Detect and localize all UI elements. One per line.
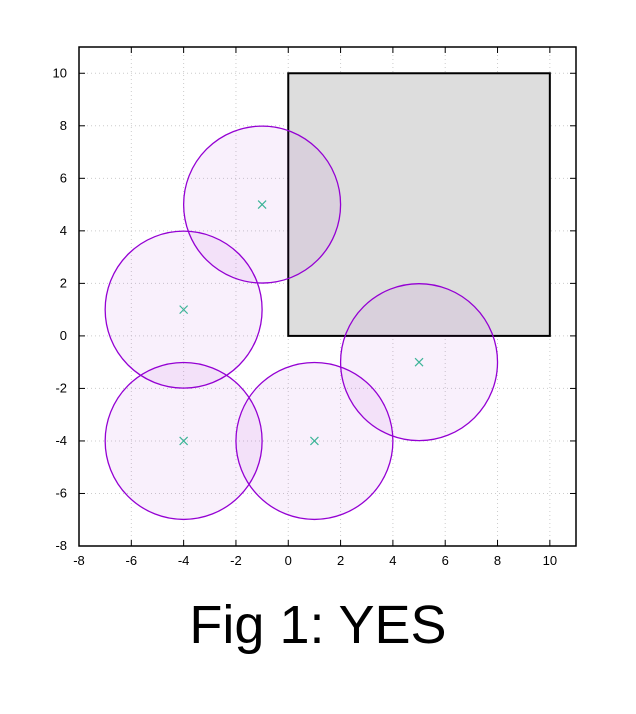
plot-frame (78, 46, 577, 547)
y-tick-label: -6 (55, 485, 67, 500)
y-tick-label: 6 (60, 170, 67, 185)
y-tick-label: 4 (60, 223, 67, 238)
x-tick-label: 2 (337, 553, 344, 568)
y-tick-label: 2 (60, 275, 67, 290)
x-tick-label: -6 (126, 553, 138, 568)
x-tick-label: 10 (543, 553, 557, 568)
x-tick-label: -4 (178, 553, 190, 568)
x-tick-label: 6 (442, 553, 449, 568)
center-marker (309, 436, 319, 446)
y-tick-label: -2 (55, 380, 67, 395)
x-tick-label: -8 (73, 553, 85, 568)
center-marker (257, 200, 267, 210)
tick-labels: -8 -6 -4 -2 0 2 4 6 8 10 -8 -6 -4 -2 0 2 4 6 8 10 (53, 65, 558, 568)
y-tick-label: -8 (55, 538, 67, 553)
center-marker (414, 357, 424, 367)
center-marker-stroke (179, 436, 189, 446)
center-marker (179, 305, 189, 315)
center-marker-stroke (179, 305, 189, 315)
center-marker (179, 436, 189, 446)
x-tick-label: 8 (494, 553, 501, 568)
gray-square-region (287, 72, 551, 337)
circles (104, 125, 499, 521)
center-marker-stroke (257, 200, 267, 210)
y-tick-label: 0 (60, 328, 67, 343)
y-tick-label: 8 (60, 118, 67, 133)
figure-caption: Fig 1: YES (189, 595, 447, 655)
center-marker-stroke (414, 357, 424, 367)
y-tick-label: 10 (53, 65, 67, 80)
center-marker-stroke (309, 436, 319, 446)
axis-ticks (78, 47, 576, 547)
x-tick-label: 0 (285, 553, 292, 568)
x-tick-label: -2 (230, 553, 242, 568)
y-tick-label: -4 (55, 433, 67, 448)
chart: -8 -6 -4 -2 0 2 4 6 8 10 -8 -6 -4 -2 0 2 4 6 8 10 (53, 46, 577, 568)
x-tick-label: 4 (389, 553, 396, 568)
